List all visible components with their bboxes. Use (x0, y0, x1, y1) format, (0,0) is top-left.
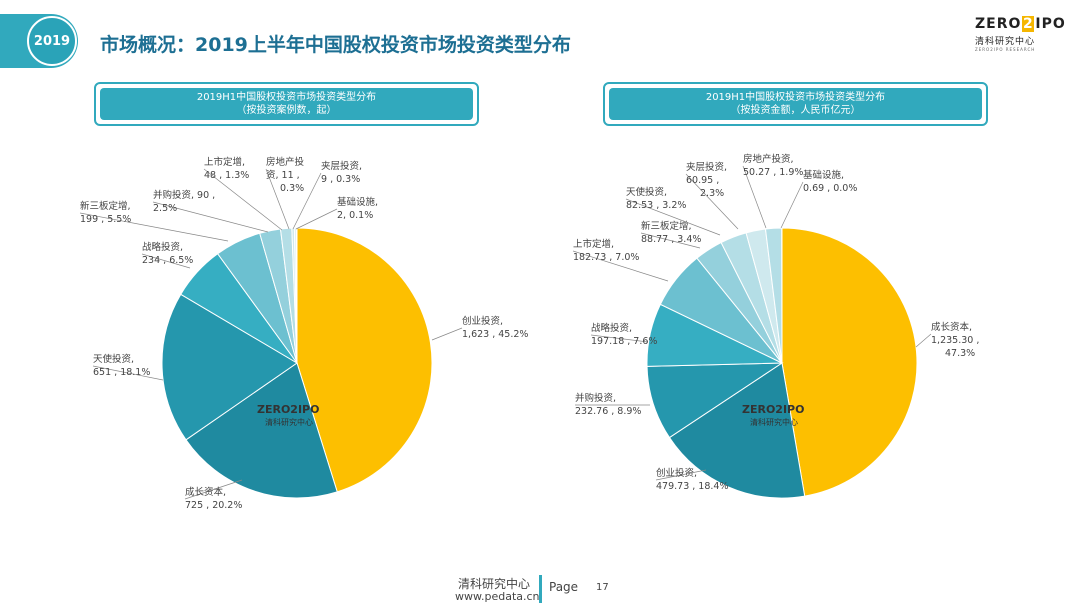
chart-2-title: 2019H1中国股权投资市场投资类型分布 (705, 92, 886, 103)
chart-2-title-box: 2019H1中国股权投资市场投资类型分布 （按投资金额，人民币亿元） (603, 82, 988, 126)
slice-label-top: 夹层投资, (321, 160, 362, 172)
slice-label-bottom: 1,623 , 45.2% (462, 329, 528, 340)
slice-label-bottom: 479.73 , 18.4% (656, 481, 728, 492)
slice-label-top: 创业投资, (462, 315, 503, 327)
chart-1-subtitle: （按投资案例数，起） (236, 105, 337, 116)
slice-label-top: 创业投资, (656, 467, 697, 479)
leader-line (265, 168, 290, 230)
slice-label-bottom: 50.27 , 1.9% (743, 167, 803, 178)
slice-label-top: 战略投资, (591, 322, 632, 334)
footer-divider (539, 575, 542, 603)
logo-text-left: ZERO (975, 16, 1022, 32)
slice-label-top: 新三板定增, (641, 220, 692, 232)
leader-line (915, 333, 932, 348)
slice-label-third: 2.3% (700, 188, 724, 199)
chart-2-subtitle: （按投资金额，人民币亿元） (730, 105, 861, 116)
slice-label-top: 新三板定增, (80, 200, 131, 212)
pie-slice (185, 362, 338, 499)
slice-label-bottom: 2, 0.1% (337, 210, 373, 221)
slice-label-top: 并购投资, 90 , (153, 189, 215, 201)
slice-label-top: 上市定增, (204, 156, 245, 168)
footer-org: 清科研究中心 (458, 577, 531, 591)
slice-label-bottom: 234 , 6.5% (142, 255, 193, 266)
logo-wordmark: ZERO 2 IPO (975, 16, 1067, 32)
leader-line (141, 253, 191, 269)
leader-line (655, 469, 707, 481)
leader-line (295, 208, 338, 230)
watermark-subtitle: 清科研究中心 (265, 417, 313, 427)
pie-slice (161, 293, 298, 441)
slice-label-top: 房地产投资, (743, 153, 794, 165)
slice-label-bottom: 88.77 , 3.4% (641, 234, 701, 245)
zero2ipo-logo: ZERO 2 IPO 清科研究中心 ZERO2IPO RESEARCH (975, 16, 1067, 66)
slice-label-bottom: 48 , 1.3% (204, 170, 249, 181)
logo-tagline: ZERO2IPO RESEARCH (975, 47, 1036, 52)
chart-1-title-box: 2019H1中国股权投资市场投资类型分布 （按投资案例数，起） (94, 82, 479, 126)
leader-line (431, 327, 463, 341)
slice-label-top: 夹层投资, (686, 161, 727, 173)
watermark-subtitle: 清科研究中心 (750, 417, 798, 427)
slice-label-bottom: 1,235.30 , (931, 335, 979, 346)
slice-label-third: 47.3% (945, 348, 975, 359)
slice-label-top: 并购投资, (575, 392, 616, 404)
leader-line (292, 172, 322, 230)
year-text: 2019 (33, 33, 71, 49)
slice-label-top: 战略投资, (142, 241, 183, 253)
slice-label-bottom: 2.5% (153, 203, 177, 214)
leader-line (640, 232, 701, 249)
slice-label-bottom: 232.76 , 8.9% (575, 406, 641, 417)
footer-page-number: 17 (596, 582, 609, 593)
page-title: 市场概况：2019上半年中国股权投资市场投资类型分布 (100, 34, 571, 56)
leader-line (79, 212, 229, 242)
pie-slice (781, 227, 918, 497)
slice-label-third: 0.3% (280, 183, 304, 194)
slice-label-bottom: 60.95 , (686, 175, 719, 186)
pie-slice (296, 227, 433, 493)
slice-label-bottom: 资, 11 , (266, 170, 300, 181)
slice-label-top: 成长资本, (931, 321, 972, 333)
chart-2-title-inner: 2019H1中国股权投资市场投资类型分布 （按投资金额，人民币亿元） (609, 88, 982, 120)
slice-label-top: 房地产投 (266, 156, 305, 168)
slice-label-bottom: 197.18 , 7.6% (591, 336, 657, 347)
slice-label-bottom: 82.53 , 3.2% (626, 200, 686, 211)
slice-label-bottom: 9 , 0.3% (321, 174, 360, 185)
leader-line (92, 365, 164, 381)
pie-chart-2: 成长资本, 1,235.30 , 47.3% 创业投资, 479.73 , 18.4% 并… (572, 153, 979, 499)
leader-line (685, 173, 739, 230)
pie-chart-1: 创业投资, 1,623 , 45.2% 成长资本, 725 , 20.2% 天使投资, 6… (79, 156, 528, 511)
watermark-logo: ZERO2IPO (742, 403, 804, 416)
leader-line (184, 479, 243, 500)
leader-line (590, 334, 649, 343)
logo-text-mid: 2 (1022, 16, 1035, 32)
slice-label-top: 天使投资, (93, 353, 134, 365)
slice-label-bottom: 651 , 18.1% (93, 367, 150, 378)
leader-line (780, 181, 804, 229)
slice-label-top: 成长资本, (185, 486, 226, 498)
footer-page-label: Page (549, 580, 579, 594)
pie-slice (668, 362, 806, 499)
slice-label-bottom: 725 , 20.2% (185, 500, 242, 511)
chart-1-title: 2019H1中国股权投资市场投资类型分布 (196, 92, 377, 103)
slice-label-bottom: 0.69 , 0.0% (803, 183, 857, 194)
slice-label-top: 天使投资, (626, 186, 667, 198)
leader-line (152, 201, 269, 233)
slice-label-top: 基础设施, (337, 196, 378, 208)
slice-label-bottom: 182.73 , 7.0% (573, 252, 639, 263)
logo-text-right: IPO (1035, 16, 1066, 32)
year-badge: 2019 (27, 16, 77, 66)
leader-line (742, 165, 767, 229)
leader-line (572, 250, 669, 282)
slice-label-top: 上市定增, (573, 238, 614, 250)
logo-subtitle: 清科研究中心 (975, 37, 1036, 47)
leader-line (625, 198, 721, 236)
chart-1-title-inner: 2019H1中国股权投资市场投资类型分布 （按投资案例数，起） (100, 88, 473, 120)
watermark-logo: ZERO2IPO (257, 403, 319, 416)
footer-url: www.pedata.cn (455, 590, 540, 603)
slice-label-bottom: 199 , 5.5% (80, 214, 131, 225)
slice-label-top: 基础设施, (803, 169, 844, 181)
leader-line (203, 168, 283, 231)
